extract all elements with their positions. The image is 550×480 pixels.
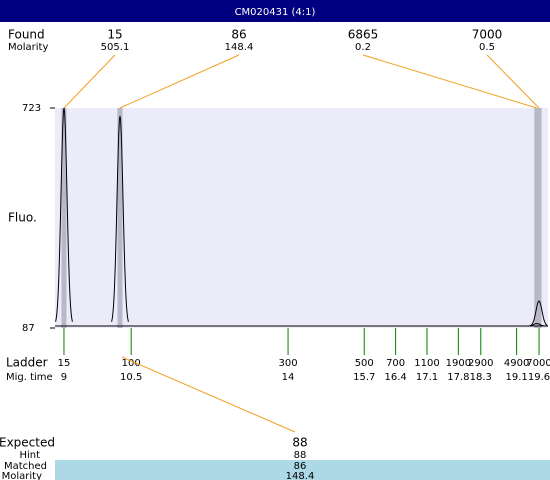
- ladder-time: 19.1: [505, 372, 527, 383]
- ladder-size: 1900: [446, 358, 471, 369]
- peak-trace: [55, 107, 73, 322]
- found-connector: [362, 54, 537, 109]
- found-label: Found: [8, 28, 45, 42]
- peak-band: [117, 108, 123, 328]
- expected-value: 88: [292, 436, 307, 450]
- found-molarity: 0.5: [479, 42, 495, 53]
- mig-time-label: Mig. time: [6, 372, 53, 383]
- found-size: 86: [231, 28, 246, 42]
- ladder-time: 10.5: [120, 372, 142, 383]
- ladder-time: 19.6: [528, 372, 550, 383]
- found-size: 6865: [348, 28, 379, 42]
- ladder-size: 1100: [414, 358, 439, 369]
- expected-label: Expected: [0, 436, 55, 450]
- found-size: 7000: [472, 28, 503, 42]
- ladder-size: 300: [279, 358, 298, 369]
- hint-label: Hint: [19, 450, 40, 461]
- found-connector: [486, 54, 540, 109]
- ladder-time: 14: [282, 372, 295, 383]
- y-tick-label: 723: [22, 103, 41, 114]
- peak-band: [61, 108, 67, 328]
- y-axis-label: Fluo.: [8, 211, 37, 225]
- found-connector: [63, 54, 116, 109]
- matched-label: Matched: [4, 461, 47, 472]
- ladder-time: 17.8: [447, 372, 469, 383]
- found-molarity: 0.2: [355, 42, 371, 53]
- peak-band: [536, 108, 542, 328]
- matched-value: 86: [294, 461, 307, 472]
- y-tick-label: 87: [22, 323, 35, 334]
- ladder-size: 7000: [526, 358, 550, 369]
- found-size: 15: [107, 28, 122, 42]
- expected-molarity-label: Molarity: [2, 471, 42, 480]
- ladder-size: 700: [386, 358, 405, 369]
- title-bar: [0, 0, 550, 22]
- plot-area: [55, 108, 548, 328]
- expected-connector: [121, 356, 296, 433]
- ladder-time: 9: [61, 372, 67, 383]
- hint-value: 88: [294, 450, 307, 461]
- found-connector: [119, 54, 240, 109]
- expected-molarity-value: 148.4: [286, 471, 315, 480]
- peak-trace: [530, 300, 548, 326]
- ladder-time: 15.7: [353, 372, 375, 383]
- matched-band: [55, 460, 550, 480]
- molarity-label: Molarity: [8, 42, 48, 53]
- found-molarity: 505.1: [101, 42, 130, 53]
- ladder-size: 2900: [468, 358, 493, 369]
- ladder-time: 17.1: [416, 372, 438, 383]
- ladder-size: 4900: [504, 358, 529, 369]
- ladder-time: 16.4: [384, 372, 406, 383]
- ladder-size: 500: [355, 358, 374, 369]
- found-molarity: 148.4: [225, 42, 254, 53]
- ladder-size: 15: [58, 358, 71, 369]
- ladder-label: Ladder: [6, 356, 48, 370]
- peak-trace: [111, 115, 129, 322]
- title: CM020431 (4:1): [235, 7, 316, 18]
- ladder-size: 100: [122, 358, 141, 369]
- ladder-time: 18.3: [470, 372, 492, 383]
